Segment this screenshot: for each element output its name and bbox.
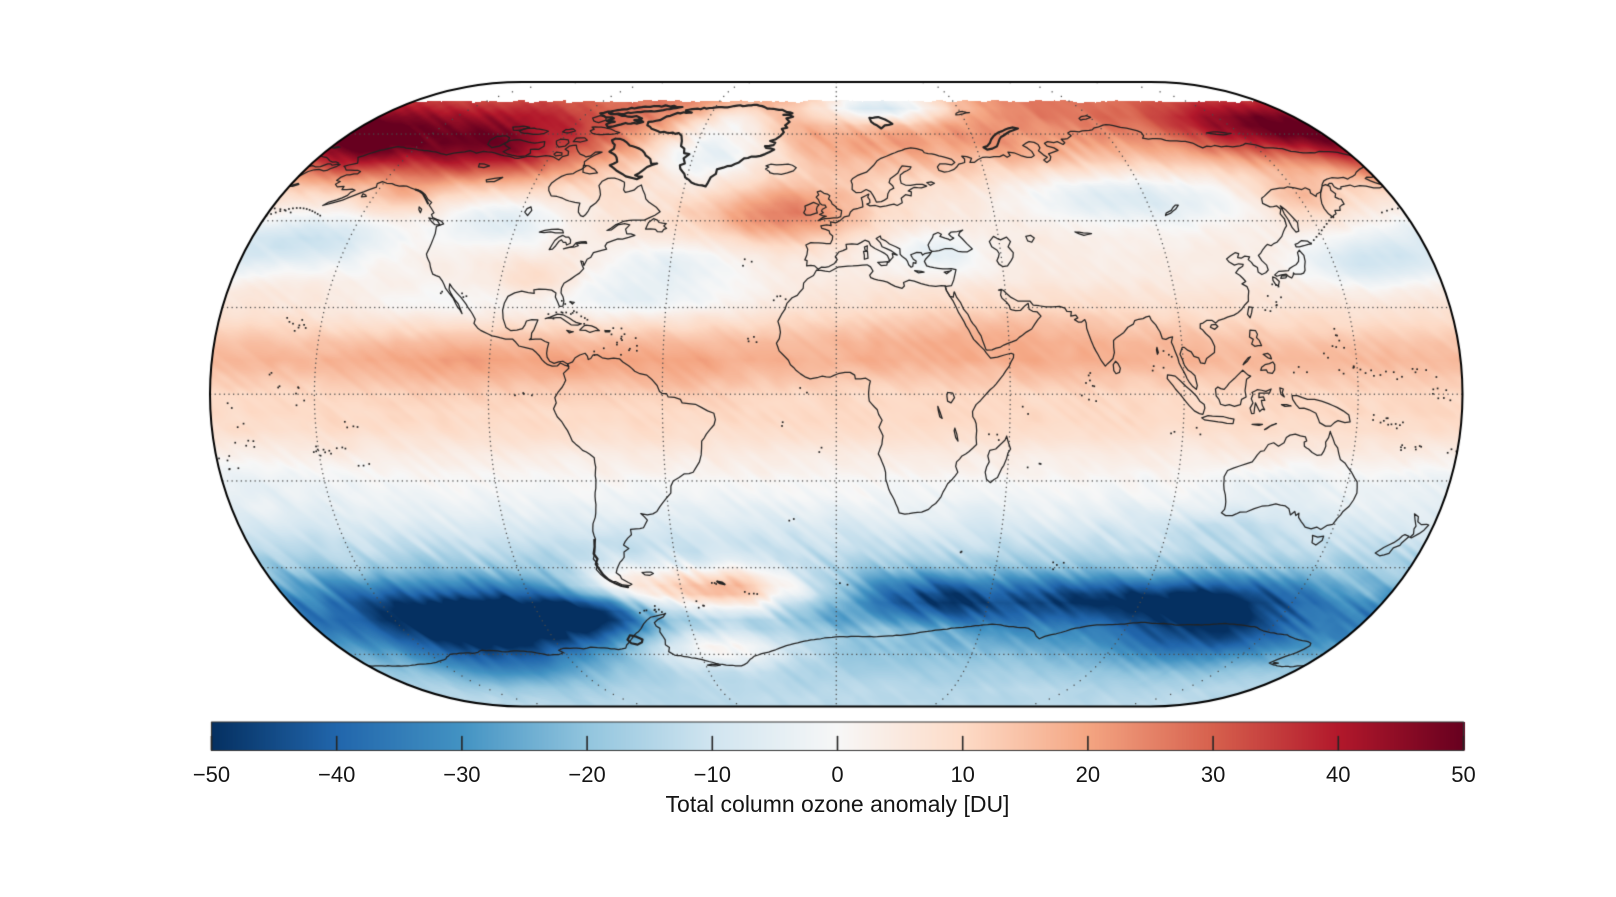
colorbar-tick-label: −40 (318, 762, 356, 787)
colorbar-tick-label: −10 (693, 762, 731, 787)
colorbar-tick-label: −20 (568, 762, 606, 787)
colorbar-tick-label: 50 (1451, 762, 1476, 787)
colorbar-tick-label: 0 (831, 762, 844, 787)
colorbar-tick-label: 20 (1075, 762, 1101, 787)
colorbar-tick-label: 30 (1200, 762, 1226, 787)
colorbar-tick-label: −50 (192, 762, 231, 787)
colorbar-tick-label: 40 (1326, 762, 1351, 787)
colorbar-axis-label: Total column ozone anomaly [DU] (665, 791, 1010, 817)
colorbar-tick-label: −30 (443, 762, 481, 787)
colorbar-tick-label: 10 (950, 762, 975, 787)
